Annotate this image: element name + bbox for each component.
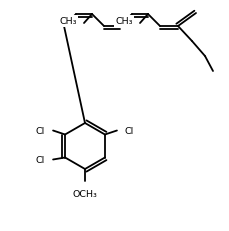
Text: CH₃: CH₃ (115, 17, 132, 26)
Text: Cl: Cl (36, 155, 45, 164)
Text: CH₃: CH₃ (59, 17, 77, 26)
Text: Cl: Cl (36, 126, 45, 135)
Text: Cl: Cl (124, 126, 134, 135)
Text: OCH₃: OCH₃ (72, 189, 97, 198)
